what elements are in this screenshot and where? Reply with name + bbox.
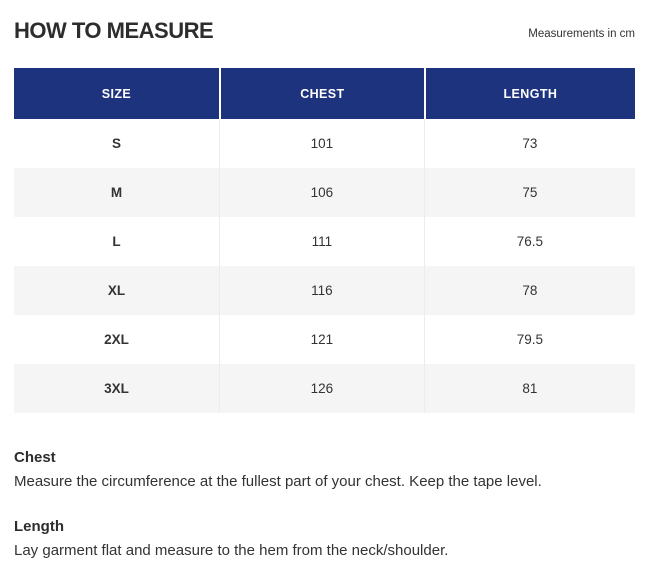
measurement-unit-note: Measurements in cm bbox=[528, 28, 635, 40]
definition-chest: Chest Measure the circumference at the f… bbox=[14, 449, 635, 492]
length-cell: 73 bbox=[423, 119, 635, 168]
length-cell: 76.5 bbox=[423, 217, 635, 266]
definitions-section: Chest Measure the circumference at the f… bbox=[14, 449, 635, 560]
definition-length: Length Lay garment flat and measure to t… bbox=[14, 518, 635, 561]
chest-cell: 126 bbox=[218, 364, 424, 413]
size-cell: M bbox=[14, 168, 219, 217]
chest-cell: 106 bbox=[218, 168, 424, 217]
length-cell: 81 bbox=[423, 364, 635, 413]
definition-term-chest: Chest bbox=[14, 449, 56, 466]
header-cell-size: SIZE bbox=[14, 68, 219, 119]
length-cell: 79.5 bbox=[423, 315, 635, 364]
header-cell-chest: CHEST bbox=[218, 68, 424, 119]
table-header-row: SIZE CHEST LENGTH bbox=[14, 68, 635, 119]
chest-cell: 121 bbox=[218, 315, 424, 364]
header-bar: HOW TO MEASURE Measurements in cm bbox=[14, 18, 635, 44]
table-row: 3XL 126 81 bbox=[14, 364, 635, 413]
size-chart-table: SIZE CHEST LENGTH S 101 73 M 106 75 L 11… bbox=[14, 68, 635, 413]
size-cell: S bbox=[14, 119, 219, 168]
chest-cell: 111 bbox=[218, 217, 424, 266]
chest-cell: 116 bbox=[218, 266, 424, 315]
size-cell: XL bbox=[14, 266, 219, 315]
page-title: HOW TO MEASURE bbox=[14, 18, 214, 43]
length-cell: 78 bbox=[423, 266, 635, 315]
definition-term-length: Length bbox=[14, 517, 64, 535]
chest-cell: 101 bbox=[218, 119, 424, 168]
definition-desc-length: Lay garment flat and measure to the hem … bbox=[14, 541, 449, 559]
table-row: S 101 73 bbox=[14, 119, 635, 168]
size-cell: 2XL bbox=[14, 315, 219, 364]
size-cell: 3XL bbox=[14, 364, 219, 413]
length-cell: 75 bbox=[423, 168, 635, 217]
definition-desc-chest: Measure the circumference at the fullest… bbox=[14, 473, 542, 490]
table-row: XL 116 78 bbox=[14, 266, 635, 315]
table-row: M 106 75 bbox=[14, 168, 635, 217]
table-row: L 111 76.5 bbox=[14, 217, 635, 266]
header-cell-length: LENGTH bbox=[423, 68, 635, 119]
size-cell: L bbox=[14, 217, 219, 266]
table-row: 2XL 121 79.5 bbox=[14, 315, 635, 364]
